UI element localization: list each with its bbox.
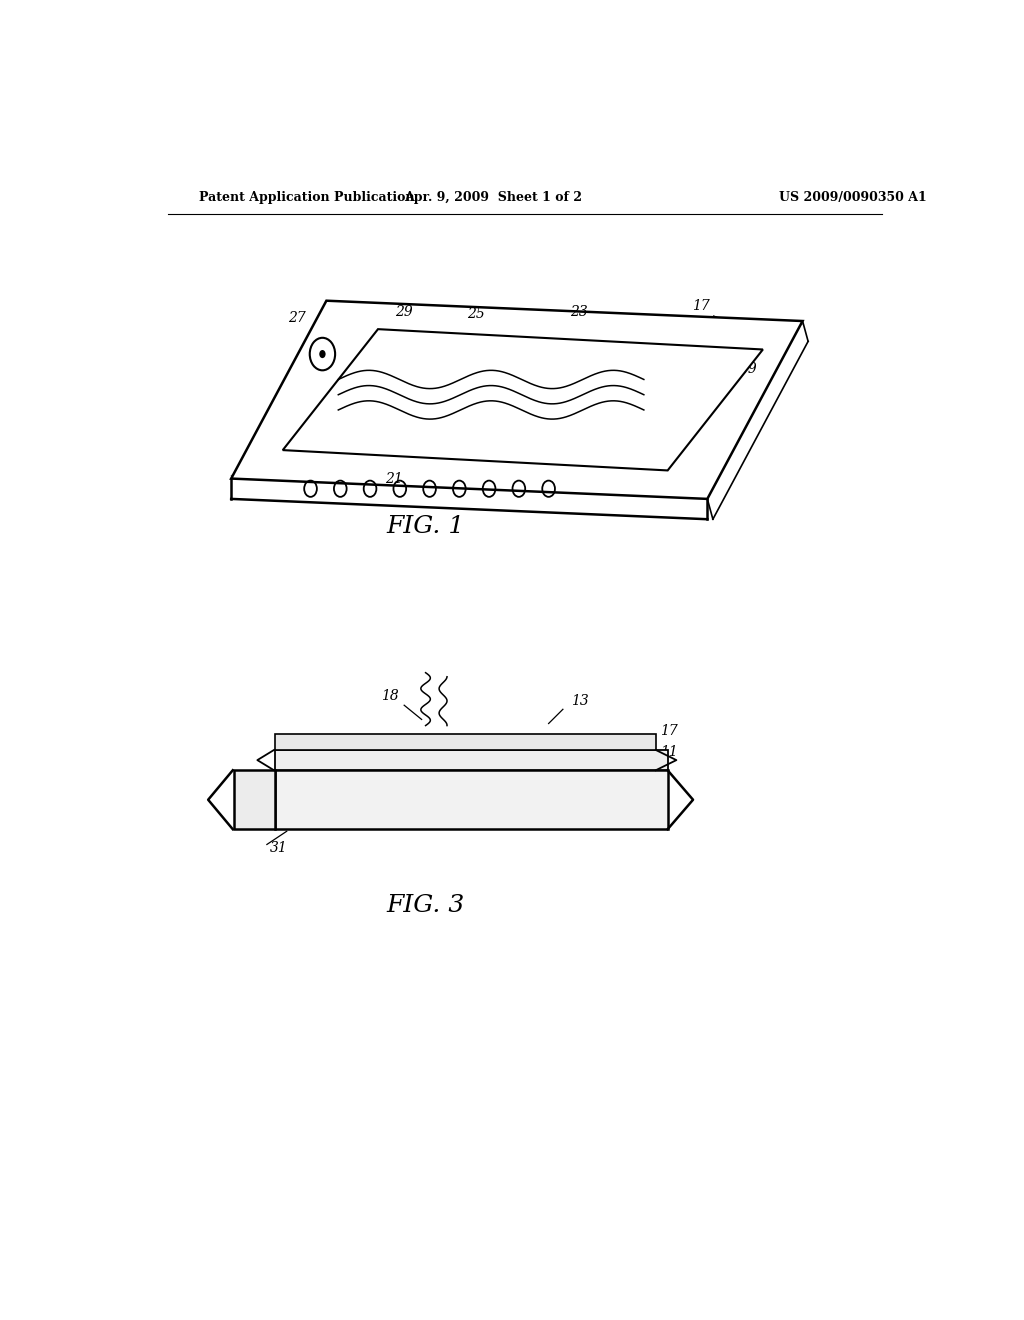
Text: 18: 18	[381, 689, 398, 704]
Text: 27: 27	[288, 312, 306, 325]
Text: 31: 31	[270, 841, 288, 854]
Text: 17: 17	[692, 298, 710, 313]
Text: 19: 19	[739, 362, 757, 376]
Bar	[233, 771, 274, 829]
Polygon shape	[231, 301, 803, 499]
Text: 23: 23	[570, 305, 588, 319]
Text: 13: 13	[570, 694, 589, 709]
Bar	[274, 734, 655, 750]
Text: FIG. 3: FIG. 3	[386, 894, 465, 917]
Bar	[274, 771, 668, 829]
Circle shape	[319, 350, 326, 358]
Polygon shape	[283, 329, 763, 470]
Text: Patent Application Publication: Patent Application Publication	[200, 190, 415, 203]
Circle shape	[309, 338, 335, 371]
Bar	[274, 750, 668, 771]
Text: 29: 29	[395, 305, 413, 319]
Text: 25: 25	[467, 308, 484, 321]
Text: US 2009/0090350 A1: US 2009/0090350 A1	[778, 190, 927, 203]
Text: 17: 17	[659, 723, 678, 738]
Text: FIG. 1: FIG. 1	[386, 515, 465, 537]
Text: Apr. 9, 2009  Sheet 1 of 2: Apr. 9, 2009 Sheet 1 of 2	[404, 190, 582, 203]
Text: 21: 21	[385, 471, 402, 486]
Text: 11: 11	[659, 744, 678, 759]
